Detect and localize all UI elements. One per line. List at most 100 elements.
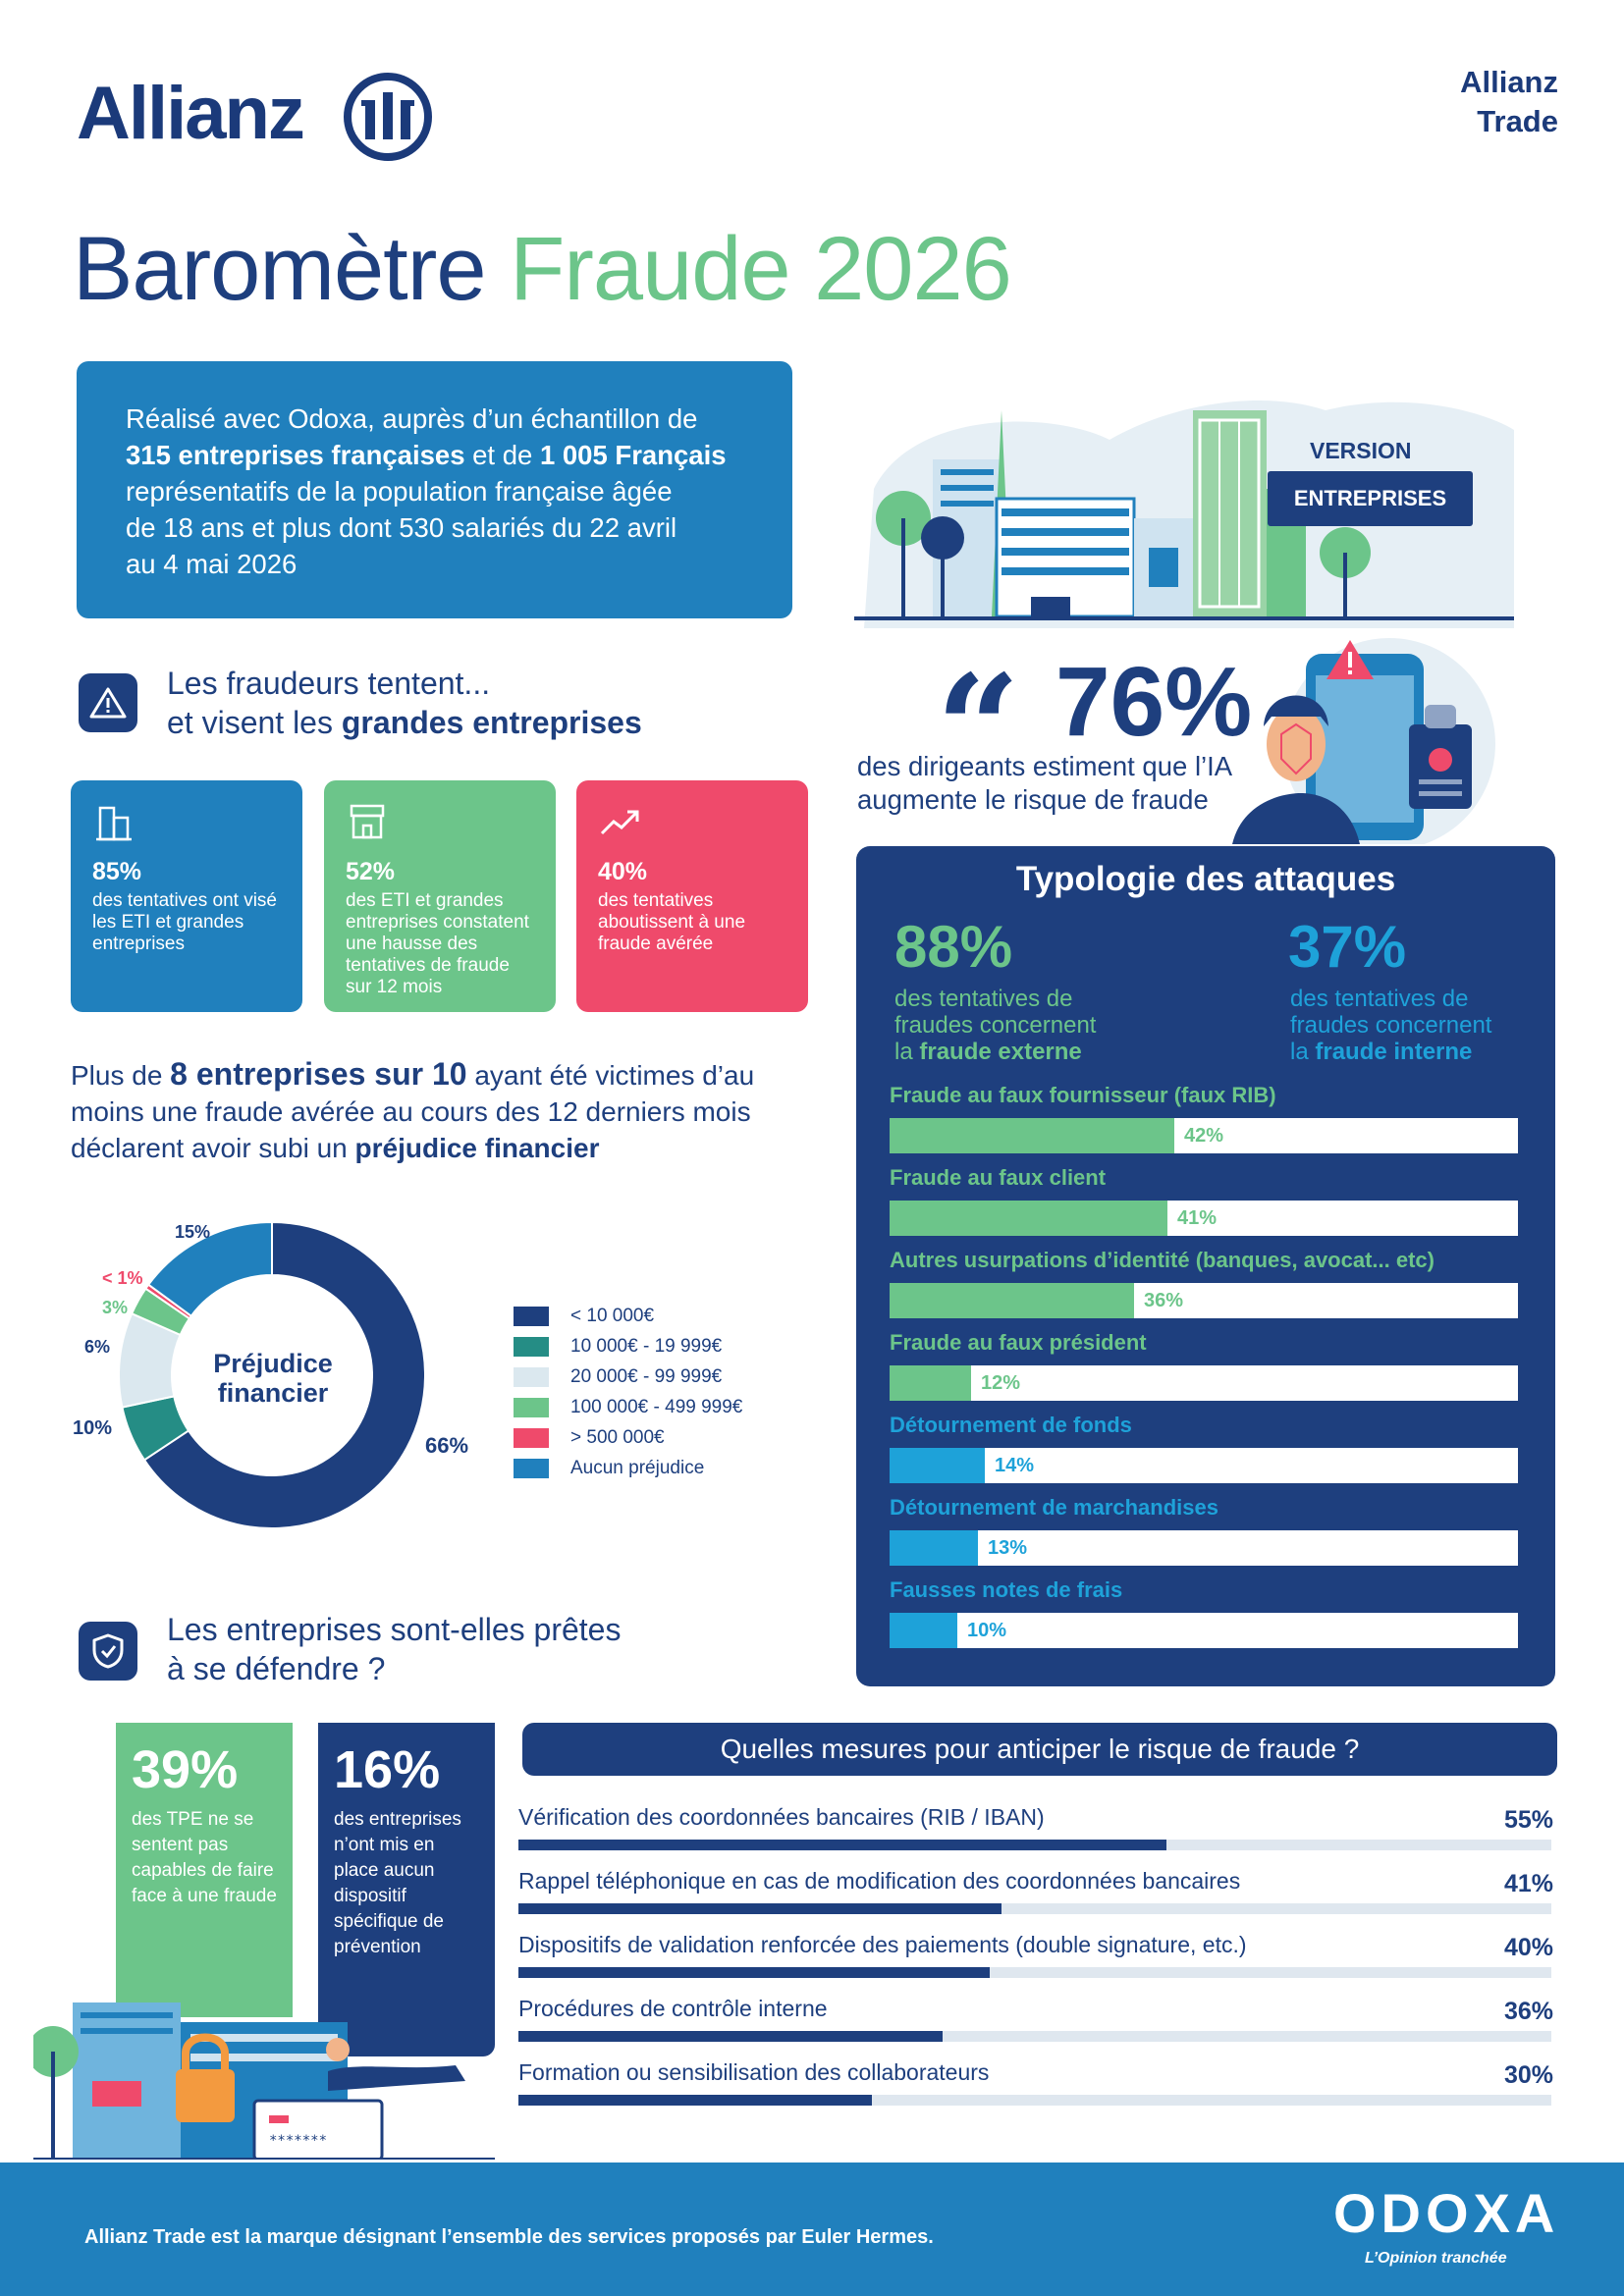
measure-label: Rappel téléphonique en cas de modificati… (518, 1868, 1241, 1894)
external-line-1: des tentatives de (894, 986, 1073, 1012)
measure-bar-fill (518, 1840, 1166, 1850)
ai-risk-line-2: augmente le risque de fraude (857, 784, 1209, 815)
ai-face-scan-illustration (1232, 638, 1495, 844)
legend-item: 10 000€ - 19 999€ (514, 1336, 722, 1358)
legend-label: 10 000€ - 19 999€ (570, 1336, 723, 1357)
no-prevention-pct: 16% (334, 1740, 441, 1799)
donut-label-15: 15% (175, 1222, 211, 1242)
typology-bar-value: 12% (981, 1372, 1021, 1394)
odoxa-tagline: L’Opinion tranchée (1365, 2250, 1507, 2267)
warning-section-icon (79, 673, 137, 732)
typology-bar-track: 10% (890, 1613, 1518, 1648)
trend-up-icon (600, 810, 639, 835)
internal-line-1: des tentatives de (1290, 986, 1469, 1012)
shield-icon (92, 1633, 124, 1669)
footer-bar (0, 2163, 1624, 2296)
legend-label: Aucun préjudice (570, 1458, 705, 1478)
typology-bar-fill (890, 1365, 971, 1401)
external-line-3-pre: la (894, 1039, 920, 1065)
measure-bar-track (518, 2031, 1551, 2042)
donut-label-66: 66% (425, 1433, 469, 1458)
city-buildings-illustration (854, 400, 1514, 628)
intro-bold-people: 1 005 Français (539, 440, 727, 470)
typology-bar-track: 41% (890, 1201, 1518, 1236)
measure-value: 55% (1503, 1806, 1553, 1834)
brand-line-2: Trade (1477, 104, 1558, 138)
claim-bold-prejudice: préjudice financier (354, 1133, 600, 1163)
external-line-2: fraudes concernent (894, 1012, 1097, 1039)
measure-bar-track (518, 1840, 1551, 1850)
version-badge: ENTREPRISES (1268, 471, 1473, 526)
measure-bar-track (518, 1967, 1551, 1978)
donut-label-3: 3% (102, 1298, 129, 1317)
stat-card-pct: 52% (346, 858, 396, 885)
typology-bar-label: Autres usurpations d’identité (banques, … (890, 1248, 1435, 1272)
typology-bar-track: 42% (890, 1118, 1518, 1153)
financial-damage-claim: Plus de 8 entreprises sur 10 ayant été v… (71, 1056, 797, 1166)
typology-bar-track: 14% (890, 1448, 1518, 1483)
internal-line-2: fraudes concernent (1290, 1012, 1492, 1039)
svg-text:*******: ******* (269, 2133, 327, 2149)
legend-item: > 500 000€ (514, 1427, 665, 1449)
version-label: VERSION (1310, 438, 1412, 463)
intro-mid: et de (464, 440, 540, 470)
legend-swatch (514, 1428, 549, 1448)
donut-label-lt1: < 1% (102, 1268, 143, 1288)
building-icon (96, 806, 132, 841)
external-fraud-pct: 88% (894, 914, 1013, 980)
typology-bar-value: 14% (995, 1455, 1035, 1476)
donut-center-line-2: financier (217, 1378, 329, 1408)
donut-center-label: Préjudice financier (175, 1349, 371, 1408)
external-line-3: la fraude externe (894, 1039, 1096, 1065)
legend-item: Aucun préjudice (514, 1458, 704, 1479)
donut-label-10: 10% (73, 1417, 113, 1439)
measure-bar-fill (518, 2095, 872, 2106)
stat-card-pct: 40% (598, 858, 648, 885)
claim-bold-count: 8 entreprises sur 10 (170, 1056, 467, 1092)
typology-bar-value: 13% (988, 1537, 1028, 1559)
internal-line-3-bold: fraude interne (1315, 1039, 1473, 1065)
intro-box: Réalisé avec Odoxa, auprès d’un échantil… (77, 361, 792, 618)
allianz-logo-text: Allianz (77, 72, 305, 155)
quote-mark-icon: “ (936, 643, 1021, 816)
measure-bar-fill (518, 1967, 990, 1978)
section-fraudsters-bold: grandes entreprises (341, 705, 642, 740)
typology-bar-fill (890, 1530, 978, 1566)
tpe-unprepared-card: 39% des TPE ne se sentent pas capables d… (116, 1723, 293, 2017)
allianz-trade-brand: Allianz Trade (1460, 63, 1558, 141)
section-defense-title: Les entreprises sont-elles prêtes à se d… (167, 1610, 621, 1688)
internal-fraud-text: des tentatives de fraudes concernent la … (1290, 986, 1491, 1065)
external-line-3-bold: fraude externe (919, 1039, 1082, 1065)
donut-slice (142, 1220, 426, 1529)
measure-label: Vérification des coordonnées bancaires (… (518, 1804, 1045, 1830)
measure-label: Procédures de contrôle interne (518, 1996, 828, 2021)
title-part-1: Baromètre (73, 219, 486, 319)
typology-bar-label: Fraude au faux fournisseur (faux RIB) (890, 1083, 1276, 1107)
odoxa-logo: ODOXA (1333, 2182, 1560, 2244)
legend-label: > 500 000€ (570, 1427, 665, 1448)
legend-swatch (514, 1307, 549, 1326)
measure-label: Dispositifs de validation renforcée des … (518, 1932, 1247, 1957)
claim-pre: Plus de (71, 1060, 171, 1091)
measure-value: 40% (1503, 1934, 1553, 1961)
legend-swatch (514, 1398, 549, 1417)
section-fraudsters-pre: et visent les (167, 705, 342, 740)
section-fraudsters-line-2: et visent les grandes entreprises (167, 703, 642, 742)
typology-bar-label: Détournement de fonds (890, 1413, 1132, 1437)
stat-card-text: des tentatives aboutissent à une fraude … (598, 890, 746, 954)
stat-card-pct: 85% (92, 858, 142, 885)
measure-bar-fill (518, 2031, 943, 2042)
measure-bar-track (518, 2095, 1551, 2106)
typology-bar-value: 42% (1184, 1125, 1224, 1147)
allianz-eagle-icon (344, 73, 432, 161)
donut-slice (146, 1220, 273, 1318)
legend-label: 20 000€ - 99 999€ (570, 1366, 723, 1387)
measure-bar-track (518, 1903, 1551, 1914)
tpe-unprepared-text: des TPE ne se sentent pas capables de fa… (132, 1809, 277, 1906)
measure-value: 30% (1503, 2061, 1553, 2089)
ai-risk-text: des dirigeants estiment que l’IA augment… (857, 750, 1289, 817)
intro-line-5: au 4 mai 2026 (126, 549, 298, 579)
security-padlock-illustration: ******* (33, 2002, 495, 2160)
section-defense-line-2: à se défendre ? (167, 1651, 386, 1686)
section-fraudsters-line-1: Les fraudeurs tentent... (167, 666, 491, 701)
